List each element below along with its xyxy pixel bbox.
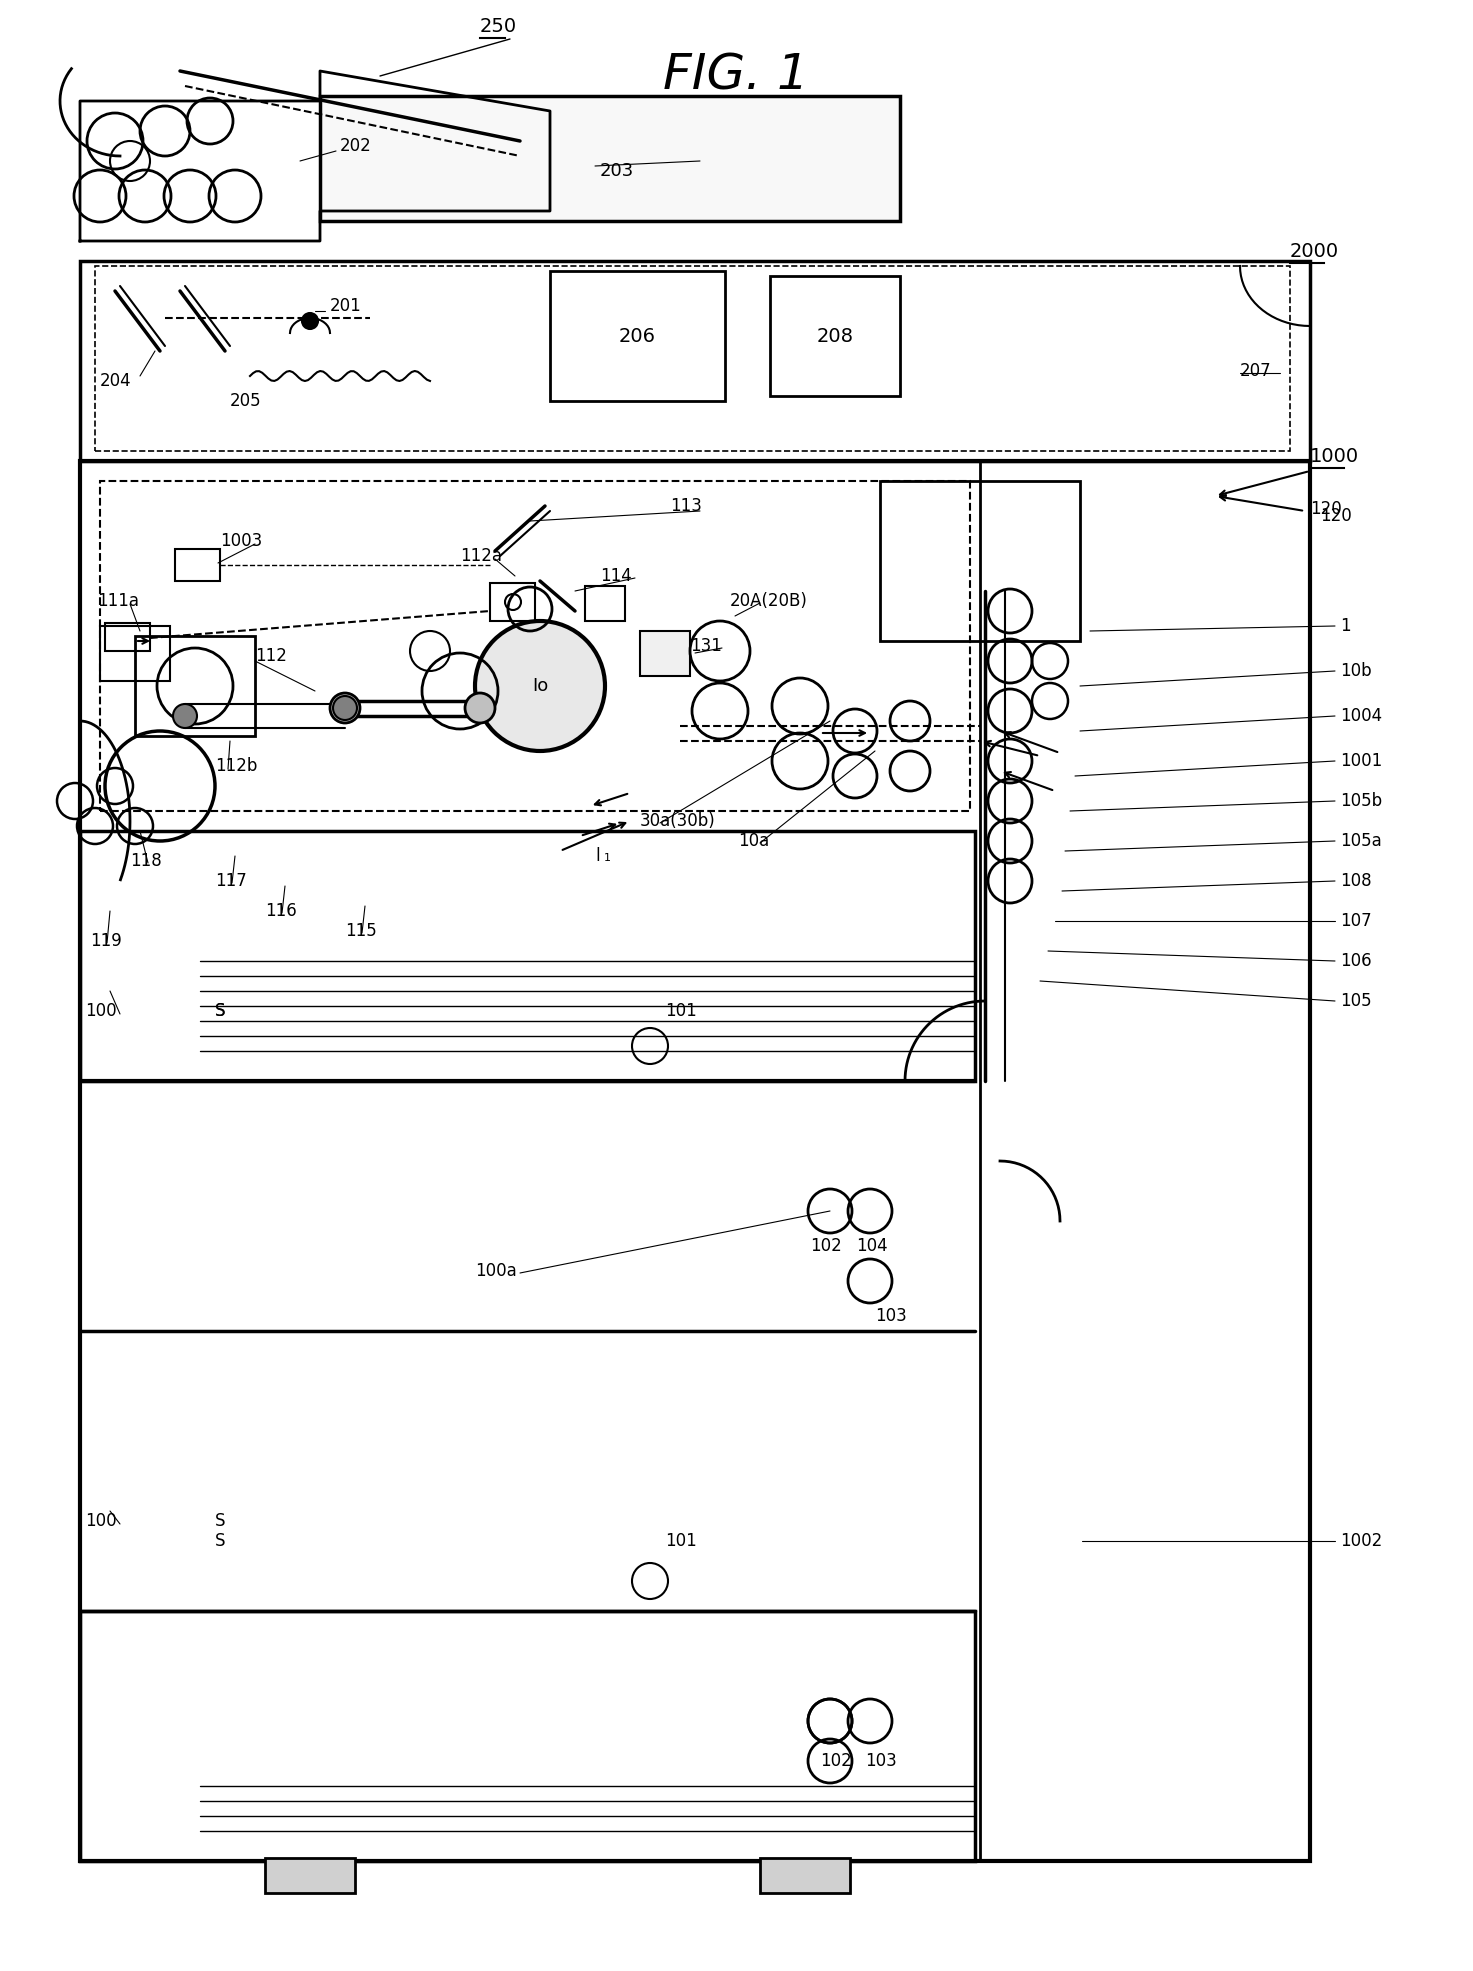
Text: 111a: 111a — [97, 591, 138, 609]
Bar — [105, 623, 150, 650]
Text: 10b: 10b — [1340, 662, 1371, 680]
Text: 20A(20B): 20A(20B) — [731, 591, 807, 609]
Bar — [100, 627, 169, 682]
Text: 30a(30b): 30a(30b) — [639, 812, 716, 830]
Text: 101: 101 — [664, 1001, 697, 1021]
Text: 103: 103 — [865, 1752, 897, 1770]
Text: 112: 112 — [255, 646, 287, 664]
Circle shape — [172, 704, 197, 727]
Bar — [770, 276, 900, 396]
Text: 120: 120 — [1320, 507, 1352, 524]
Text: 1002: 1002 — [1340, 1531, 1382, 1549]
Text: 114: 114 — [600, 568, 632, 585]
Text: 1001: 1001 — [1340, 753, 1382, 771]
Bar — [80, 461, 1309, 1861]
Circle shape — [330, 694, 359, 723]
Bar — [760, 1859, 850, 1892]
Text: 208: 208 — [816, 327, 853, 345]
Text: 101: 101 — [664, 1531, 697, 1549]
Text: FIG. 1: FIG. 1 — [663, 51, 809, 99]
Text: 115: 115 — [345, 922, 377, 940]
Text: 102: 102 — [820, 1752, 851, 1770]
Text: 131: 131 — [689, 637, 722, 654]
Text: 117: 117 — [215, 871, 247, 891]
Bar — [80, 260, 1309, 461]
Text: 118: 118 — [130, 851, 162, 869]
Text: 116: 116 — [265, 903, 296, 920]
Bar — [320, 97, 900, 221]
Text: 119: 119 — [90, 932, 122, 950]
Text: 1: 1 — [1340, 617, 1351, 635]
Text: 100a: 100a — [474, 1261, 517, 1279]
Bar — [491, 583, 535, 621]
Bar — [639, 631, 689, 676]
Bar — [80, 832, 975, 1080]
Text: 100: 100 — [85, 1512, 116, 1529]
Text: 108: 108 — [1340, 871, 1371, 891]
Text: 203: 203 — [600, 162, 635, 179]
Text: S: S — [215, 1531, 225, 1549]
Text: 104: 104 — [856, 1238, 888, 1256]
Text: 105b: 105b — [1340, 792, 1382, 810]
Text: 204: 204 — [100, 373, 131, 390]
Bar — [549, 270, 725, 400]
Text: 2000: 2000 — [1290, 242, 1339, 260]
Text: S: S — [215, 1512, 225, 1529]
Bar — [136, 637, 255, 735]
Bar — [80, 1610, 975, 1861]
Text: 1003: 1003 — [219, 532, 262, 550]
Text: 112b: 112b — [215, 757, 258, 775]
Bar — [585, 585, 625, 621]
Circle shape — [474, 621, 605, 751]
Text: 120: 120 — [1309, 501, 1342, 518]
Text: l: l — [595, 848, 600, 865]
Bar — [265, 1859, 355, 1892]
Bar — [879, 481, 1080, 641]
Text: 1000: 1000 — [1309, 447, 1360, 465]
Text: 113: 113 — [670, 497, 701, 514]
Text: 103: 103 — [875, 1307, 907, 1325]
Bar — [100, 481, 971, 810]
Bar — [94, 266, 1290, 451]
Text: 105: 105 — [1340, 991, 1371, 1009]
Text: 205: 205 — [230, 392, 262, 410]
Circle shape — [333, 696, 356, 719]
Text: 107: 107 — [1340, 913, 1371, 930]
Text: 1: 1 — [604, 853, 611, 863]
Text: 100: 100 — [85, 1001, 116, 1021]
Text: 112a: 112a — [460, 548, 502, 566]
Text: 201: 201 — [330, 298, 362, 315]
Bar — [175, 550, 219, 581]
Circle shape — [465, 694, 495, 723]
Text: 250: 250 — [480, 18, 517, 35]
Bar — [980, 461, 1309, 1861]
Text: 106: 106 — [1340, 952, 1371, 970]
Text: 10a: 10a — [738, 832, 769, 850]
Text: S: S — [215, 1001, 225, 1021]
Circle shape — [302, 313, 318, 329]
Text: 206: 206 — [619, 327, 655, 345]
Text: 102: 102 — [810, 1238, 841, 1256]
Text: 207: 207 — [1240, 363, 1271, 380]
Text: Io: Io — [532, 676, 548, 696]
Text: 202: 202 — [340, 138, 371, 156]
Text: 1004: 1004 — [1340, 708, 1382, 725]
Text: S: S — [215, 1001, 225, 1021]
Text: 105a: 105a — [1340, 832, 1382, 850]
